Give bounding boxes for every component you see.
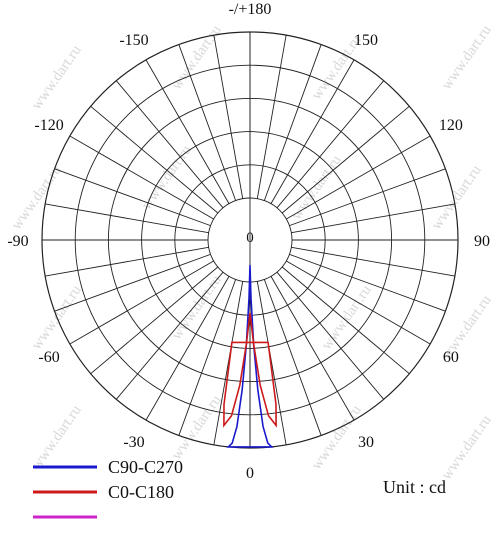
grid-spoke	[45, 246, 209, 277]
watermark-text: www.dart.ru	[9, 162, 65, 233]
grid-spoke	[178, 44, 237, 201]
grid-spoke	[256, 281, 287, 445]
watermark-text: www.dart.ru	[29, 42, 85, 113]
angle-label: 150	[354, 32, 378, 49]
grid-spoke	[291, 246, 455, 277]
watermark-text: www.dart.ru	[309, 402, 365, 473]
grid-spoke	[256, 35, 287, 199]
angle-label: -90	[7, 233, 28, 250]
series-curve-1	[223, 312, 277, 428]
angle-label: -150	[119, 32, 148, 49]
angle-label: 0	[246, 465, 254, 482]
grid-spoke	[90, 266, 219, 375]
grid-spoke	[286, 260, 431, 345]
grid-spoke	[115, 80, 224, 209]
grid-spoke	[54, 168, 211, 227]
grid-spoke	[178, 279, 237, 436]
watermark-text: www.dart.ru	[169, 22, 225, 93]
grid-spoke	[270, 276, 355, 421]
angle-labels: -/+180 150 120 90 60 30 0 -30 -60 -90 -120 -150 0	[7, 1, 490, 482]
grid-spoke	[281, 266, 410, 375]
angle-label: 60	[443, 349, 459, 366]
grid-spoke	[263, 44, 322, 201]
grid-spoke	[145, 276, 230, 421]
center-label: 0	[246, 230, 254, 246]
legend-label: C90-C270	[108, 457, 183, 477]
series-curve-0	[226, 264, 274, 448]
grid-spoke	[115, 271, 224, 400]
grid-spoke	[276, 271, 385, 400]
grid-spoke	[213, 35, 244, 199]
grid-spoke	[90, 105, 219, 214]
grid-spoke	[54, 253, 211, 312]
grid-spoke	[286, 135, 431, 220]
watermark-text: www.dart.ru	[29, 402, 85, 473]
unit-label: Unit : cd	[383, 477, 446, 497]
angle-label: 90	[474, 233, 490, 250]
grid-spoke	[291, 203, 455, 234]
angle-label: -60	[38, 349, 59, 366]
watermark-text: www.dart.ru	[319, 282, 375, 353]
grid-spoke	[45, 203, 209, 234]
grid-spoke	[145, 59, 230, 204]
angle-label: -/+180	[229, 1, 272, 18]
polar-grid	[41, 31, 459, 449]
legend: C90-C270 C0-C180	[33, 457, 183, 519]
grid-spoke	[213, 281, 244, 445]
angle-label: 30	[358, 434, 374, 451]
grid-spoke	[69, 260, 214, 345]
angle-label: 120	[439, 117, 463, 134]
grid-spoke	[276, 80, 385, 209]
angle-label: -30	[123, 434, 144, 451]
watermark-text: www.dart.ru	[439, 22, 495, 93]
grid-spoke	[289, 168, 446, 227]
angle-label: -120	[34, 117, 63, 134]
curve-layer	[223, 264, 277, 448]
grid-spoke	[289, 253, 446, 312]
grid-spoke	[263, 279, 322, 436]
watermark-layer: www.dart.ru www.dart.ru www.dart.ru www.dar…	[9, 22, 495, 483]
grid-spoke	[270, 59, 355, 204]
grid-spoke	[281, 105, 410, 214]
watermark-text: www.dart.ru	[439, 412, 495, 483]
grid-spoke	[69, 135, 214, 220]
legend-label: C0-C180	[108, 482, 174, 502]
